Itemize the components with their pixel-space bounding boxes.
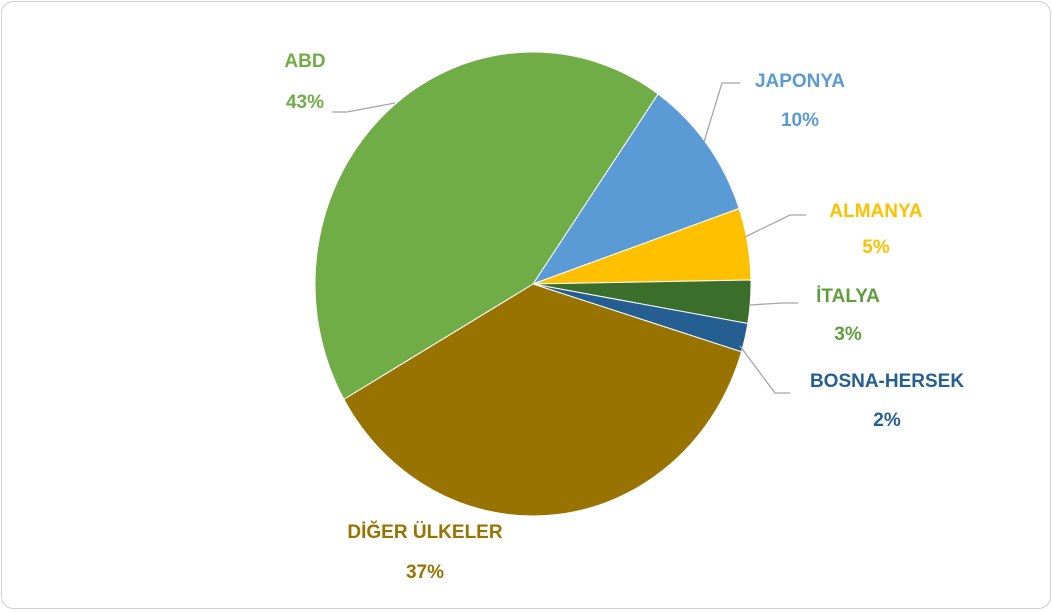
leader-line: [749, 302, 798, 306]
value-label: 2%: [873, 410, 901, 431]
category-label: İTALYA: [816, 286, 880, 307]
value-label: 37%: [406, 562, 444, 583]
value-label: 10%: [781, 110, 819, 131]
pie-slice: [314, 51, 659, 400]
category-label: ALMANYA: [829, 201, 923, 222]
category-label: JAPONYA: [755, 71, 845, 92]
leader-line: [744, 214, 806, 238]
pie-slice: [531, 93, 740, 285]
leader-line: [332, 102, 396, 113]
category-label: DİĞER ÜLKELER: [347, 521, 502, 543]
leader-line: [739, 345, 790, 394]
value-label: 43%: [286, 92, 324, 113]
value-label: 5%: [862, 237, 890, 258]
category-label: ABD: [284, 51, 325, 72]
leader-line: [703, 82, 740, 143]
pie-slice: [343, 283, 743, 517]
category-label: BOSNA-HERSEK: [810, 371, 964, 392]
value-label: 3%: [834, 324, 862, 345]
